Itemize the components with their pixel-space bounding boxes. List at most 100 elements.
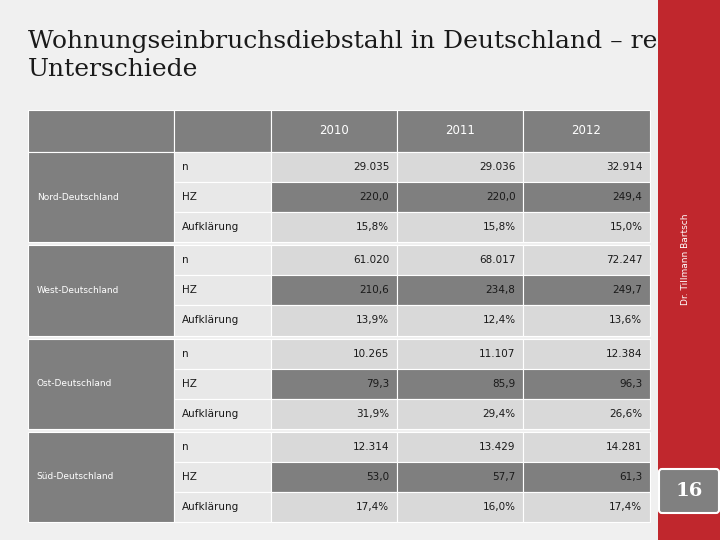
Text: n: n: [182, 255, 189, 265]
Text: 85,9: 85,9: [492, 379, 516, 389]
Bar: [174, 306, 271, 335]
Text: 2011: 2011: [445, 125, 475, 138]
Text: 15,0%: 15,0%: [609, 222, 642, 232]
Text: 16: 16: [675, 482, 703, 500]
Bar: [174, 339, 271, 369]
Bar: [523, 110, 650, 152]
Text: 96,3: 96,3: [619, 379, 642, 389]
Text: 61,3: 61,3: [619, 472, 642, 482]
Text: 12.314: 12.314: [353, 442, 390, 452]
Text: HZ: HZ: [182, 192, 197, 202]
Text: 26,6%: 26,6%: [609, 409, 642, 419]
Text: Süd-Deutschland: Süd-Deutschland: [37, 472, 114, 481]
FancyBboxPatch shape: [659, 469, 719, 513]
Bar: [174, 399, 271, 429]
Text: Aufklärung: Aufklärung: [182, 315, 239, 326]
Text: 72.247: 72.247: [606, 255, 642, 265]
Bar: [28, 432, 174, 522]
Bar: [523, 275, 650, 306]
Bar: [397, 182, 523, 212]
Bar: [174, 110, 271, 152]
Bar: [174, 369, 271, 399]
Bar: [397, 306, 523, 335]
Text: HZ: HZ: [182, 472, 197, 482]
Text: n: n: [182, 162, 189, 172]
Bar: [174, 275, 271, 306]
Text: 249,7: 249,7: [613, 285, 642, 295]
Text: 15,8%: 15,8%: [482, 222, 516, 232]
Text: 249,4: 249,4: [613, 192, 642, 202]
Bar: [397, 110, 523, 152]
Bar: [271, 182, 397, 212]
Text: 57,7: 57,7: [492, 472, 516, 482]
Text: Wohnungseinbruchsdiebstahl in Deutschland – regionale: Wohnungseinbruchsdiebstahl in Deutschlan…: [28, 30, 720, 53]
Bar: [523, 432, 650, 462]
Bar: [397, 212, 523, 242]
Text: 2012: 2012: [572, 125, 601, 138]
Text: Aufklärung: Aufklärung: [182, 502, 239, 512]
Text: 29,4%: 29,4%: [482, 409, 516, 419]
Bar: [523, 152, 650, 182]
Bar: [271, 462, 397, 492]
Bar: [28, 110, 174, 152]
Text: 13,6%: 13,6%: [609, 315, 642, 326]
Bar: [523, 399, 650, 429]
Text: 12,4%: 12,4%: [482, 315, 516, 326]
Bar: [397, 399, 523, 429]
Text: 234,8: 234,8: [486, 285, 516, 295]
Text: 29.035: 29.035: [353, 162, 390, 172]
Text: 29.036: 29.036: [480, 162, 516, 172]
Text: 210,6: 210,6: [359, 285, 390, 295]
Bar: [271, 110, 397, 152]
Bar: [271, 275, 397, 306]
Bar: [523, 339, 650, 369]
Bar: [174, 152, 271, 182]
Bar: [28, 339, 174, 429]
Text: West-Deutschland: West-Deutschland: [37, 286, 119, 295]
Bar: [174, 245, 271, 275]
Text: 14.281: 14.281: [606, 442, 642, 452]
Bar: [271, 492, 397, 522]
Bar: [523, 369, 650, 399]
Text: Aufklärung: Aufklärung: [182, 409, 239, 419]
Bar: [271, 399, 397, 429]
Bar: [523, 492, 650, 522]
Text: 10.265: 10.265: [353, 348, 390, 359]
Bar: [28, 245, 174, 335]
Text: HZ: HZ: [182, 285, 197, 295]
Bar: [174, 492, 271, 522]
Text: 61.020: 61.020: [353, 255, 390, 265]
Text: Ost-Deutschland: Ost-Deutschland: [37, 379, 112, 388]
Bar: [397, 369, 523, 399]
Bar: [397, 492, 523, 522]
Bar: [174, 432, 271, 462]
Bar: [397, 275, 523, 306]
Text: Aufklärung: Aufklärung: [182, 222, 239, 232]
Text: 16,0%: 16,0%: [482, 502, 516, 512]
Text: 220,0: 220,0: [360, 192, 390, 202]
Bar: [658, 0, 720, 540]
Text: 79,3: 79,3: [366, 379, 390, 389]
Text: 12.384: 12.384: [606, 348, 642, 359]
Bar: [523, 212, 650, 242]
Bar: [397, 339, 523, 369]
Bar: [523, 182, 650, 212]
Text: 13,9%: 13,9%: [356, 315, 390, 326]
Text: 17,4%: 17,4%: [356, 502, 390, 512]
Bar: [174, 462, 271, 492]
Text: 68.017: 68.017: [480, 255, 516, 265]
Bar: [271, 212, 397, 242]
Bar: [397, 432, 523, 462]
Text: 220,0: 220,0: [486, 192, 516, 202]
Bar: [174, 212, 271, 242]
Bar: [523, 245, 650, 275]
Text: 31,9%: 31,9%: [356, 409, 390, 419]
Bar: [28, 152, 174, 242]
Text: Dr. Tillmann Bartsch: Dr. Tillmann Bartsch: [681, 213, 690, 305]
Bar: [397, 152, 523, 182]
Text: Nord-Deutschland: Nord-Deutschland: [37, 193, 119, 201]
Bar: [271, 152, 397, 182]
Text: 32.914: 32.914: [606, 162, 642, 172]
Bar: [523, 306, 650, 335]
Bar: [397, 462, 523, 492]
